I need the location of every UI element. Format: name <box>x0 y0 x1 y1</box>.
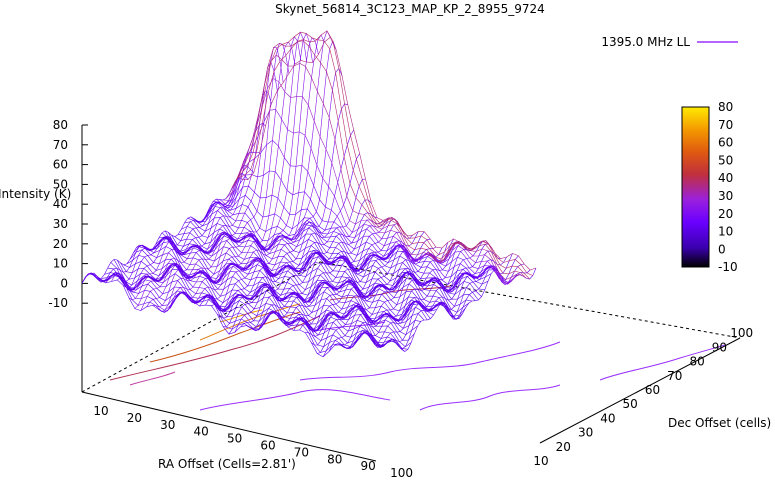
y-tick-label: 90 <box>712 340 727 354</box>
mesh-line <box>217 212 378 319</box>
z-tick-label: 30 <box>53 217 68 231</box>
mesh-line <box>187 217 482 297</box>
mesh-line <box>228 54 524 281</box>
y-tick-label: 70 <box>667 369 682 383</box>
z-tick-label: -10 <box>48 296 68 310</box>
mesh-line <box>225 77 521 283</box>
x-tick-label: 20 <box>127 411 142 425</box>
z-tick-label: 50 <box>53 177 68 191</box>
y-tick-label: 50 <box>623 397 638 411</box>
y-tick-label: 10 <box>533 454 548 468</box>
colorbar-tick-label: 80 <box>718 100 733 114</box>
x-tick-label: 50 <box>227 432 242 446</box>
z-tick-label: 10 <box>53 257 68 271</box>
y-tick-label: 80 <box>689 355 704 369</box>
legend-label: 1395.0 MHz LL <box>601 35 690 49</box>
y-tick-label: 30 <box>578 426 593 440</box>
mesh-line <box>184 221 479 301</box>
mesh-line <box>197 206 492 292</box>
z-tick-label: 80 <box>53 118 68 132</box>
z-tick-label: 60 <box>53 158 68 172</box>
mesh-line <box>209 194 505 280</box>
mesh-line <box>213 185 508 283</box>
mesh-line <box>216 170 511 283</box>
x-tick-label: 60 <box>260 439 275 453</box>
floor-right-edge <box>539 337 741 444</box>
mesh-line <box>241 36 537 271</box>
colorbar-tick-label: 30 <box>718 189 733 203</box>
x-tick-label: 30 <box>160 418 175 432</box>
mesh-line <box>206 201 502 285</box>
colorbar-tick-label: 0 <box>718 242 726 256</box>
mesh-line <box>136 244 431 324</box>
mesh-line <box>97 273 393 348</box>
y-tick-label: 20 <box>556 440 571 454</box>
colorbar-tick-label: 10 <box>718 225 733 239</box>
mesh-line <box>155 238 450 312</box>
mesh-line <box>129 249 425 324</box>
x-tick-label: 10 <box>93 404 108 418</box>
y-tick-label: 100 <box>730 326 753 340</box>
colorbar <box>681 106 710 268</box>
colorbar-tick-label: -10 <box>718 260 738 274</box>
floor-front-edge <box>81 391 377 462</box>
colorbar-tick-label: 50 <box>718 153 733 167</box>
mesh-line <box>158 236 454 316</box>
mesh-line <box>81 177 243 284</box>
x-axis-label: RA Offset (Cells=2.81') <box>158 457 296 471</box>
mesh-line <box>240 218 402 327</box>
mesh-line <box>139 241 434 322</box>
mesh-line <box>203 202 498 289</box>
colorbar-tick-label: 40 <box>718 171 733 185</box>
mesh-line <box>145 236 441 321</box>
colorbar-tick-label: 20 <box>718 207 733 221</box>
mesh-line <box>107 267 402 350</box>
colorbar-tick-label: 60 <box>718 136 733 150</box>
mesh-line <box>85 272 380 353</box>
mesh-line <box>238 30 533 276</box>
mesh-line <box>222 109 518 285</box>
z-tick-label: 0 <box>60 276 68 290</box>
surface-mesh <box>81 30 537 358</box>
mesh-line <box>142 237 437 322</box>
mesh-line <box>200 202 495 292</box>
z-tick-label: 70 <box>53 138 68 152</box>
mesh-line <box>164 230 460 320</box>
x-tick-label: 80 <box>327 452 342 466</box>
y-axis-label: Dec Offset (cells) <box>668 416 771 430</box>
y-tick-label: 60 <box>645 383 660 397</box>
chart-title: Skynet_56814_3C123_MAP_KP_2_8955_9724 <box>275 2 545 16</box>
mesh-line <box>211 199 372 313</box>
mesh-line <box>175 40 337 303</box>
y-tick-label: 40 <box>600 411 615 425</box>
mesh-line <box>88 272 383 350</box>
colorbar-tick-label: 70 <box>718 118 733 132</box>
mesh-line <box>161 232 457 320</box>
mesh-line <box>81 272 377 358</box>
x-tick-label: 90 <box>361 459 376 473</box>
z-tick-label: 40 <box>53 197 68 211</box>
x-tick-label: 40 <box>194 425 209 439</box>
x-tick-label: 100 <box>390 466 413 480</box>
mesh-line <box>105 122 266 292</box>
floor-back-right <box>319 261 741 339</box>
mesh-line <box>149 235 444 317</box>
mesh-line <box>117 61 278 290</box>
z-tick-label: 20 <box>53 237 68 251</box>
x-tick-label: 70 <box>294 445 309 459</box>
mesh-line <box>91 272 386 347</box>
z-axis-label: Intensity (K) <box>0 187 71 201</box>
mesh-line <box>219 140 514 285</box>
mesh-line <box>152 237 447 312</box>
mesh-line <box>111 90 272 291</box>
mesh-line <box>94 272 389 346</box>
mesh-line <box>232 40 527 279</box>
